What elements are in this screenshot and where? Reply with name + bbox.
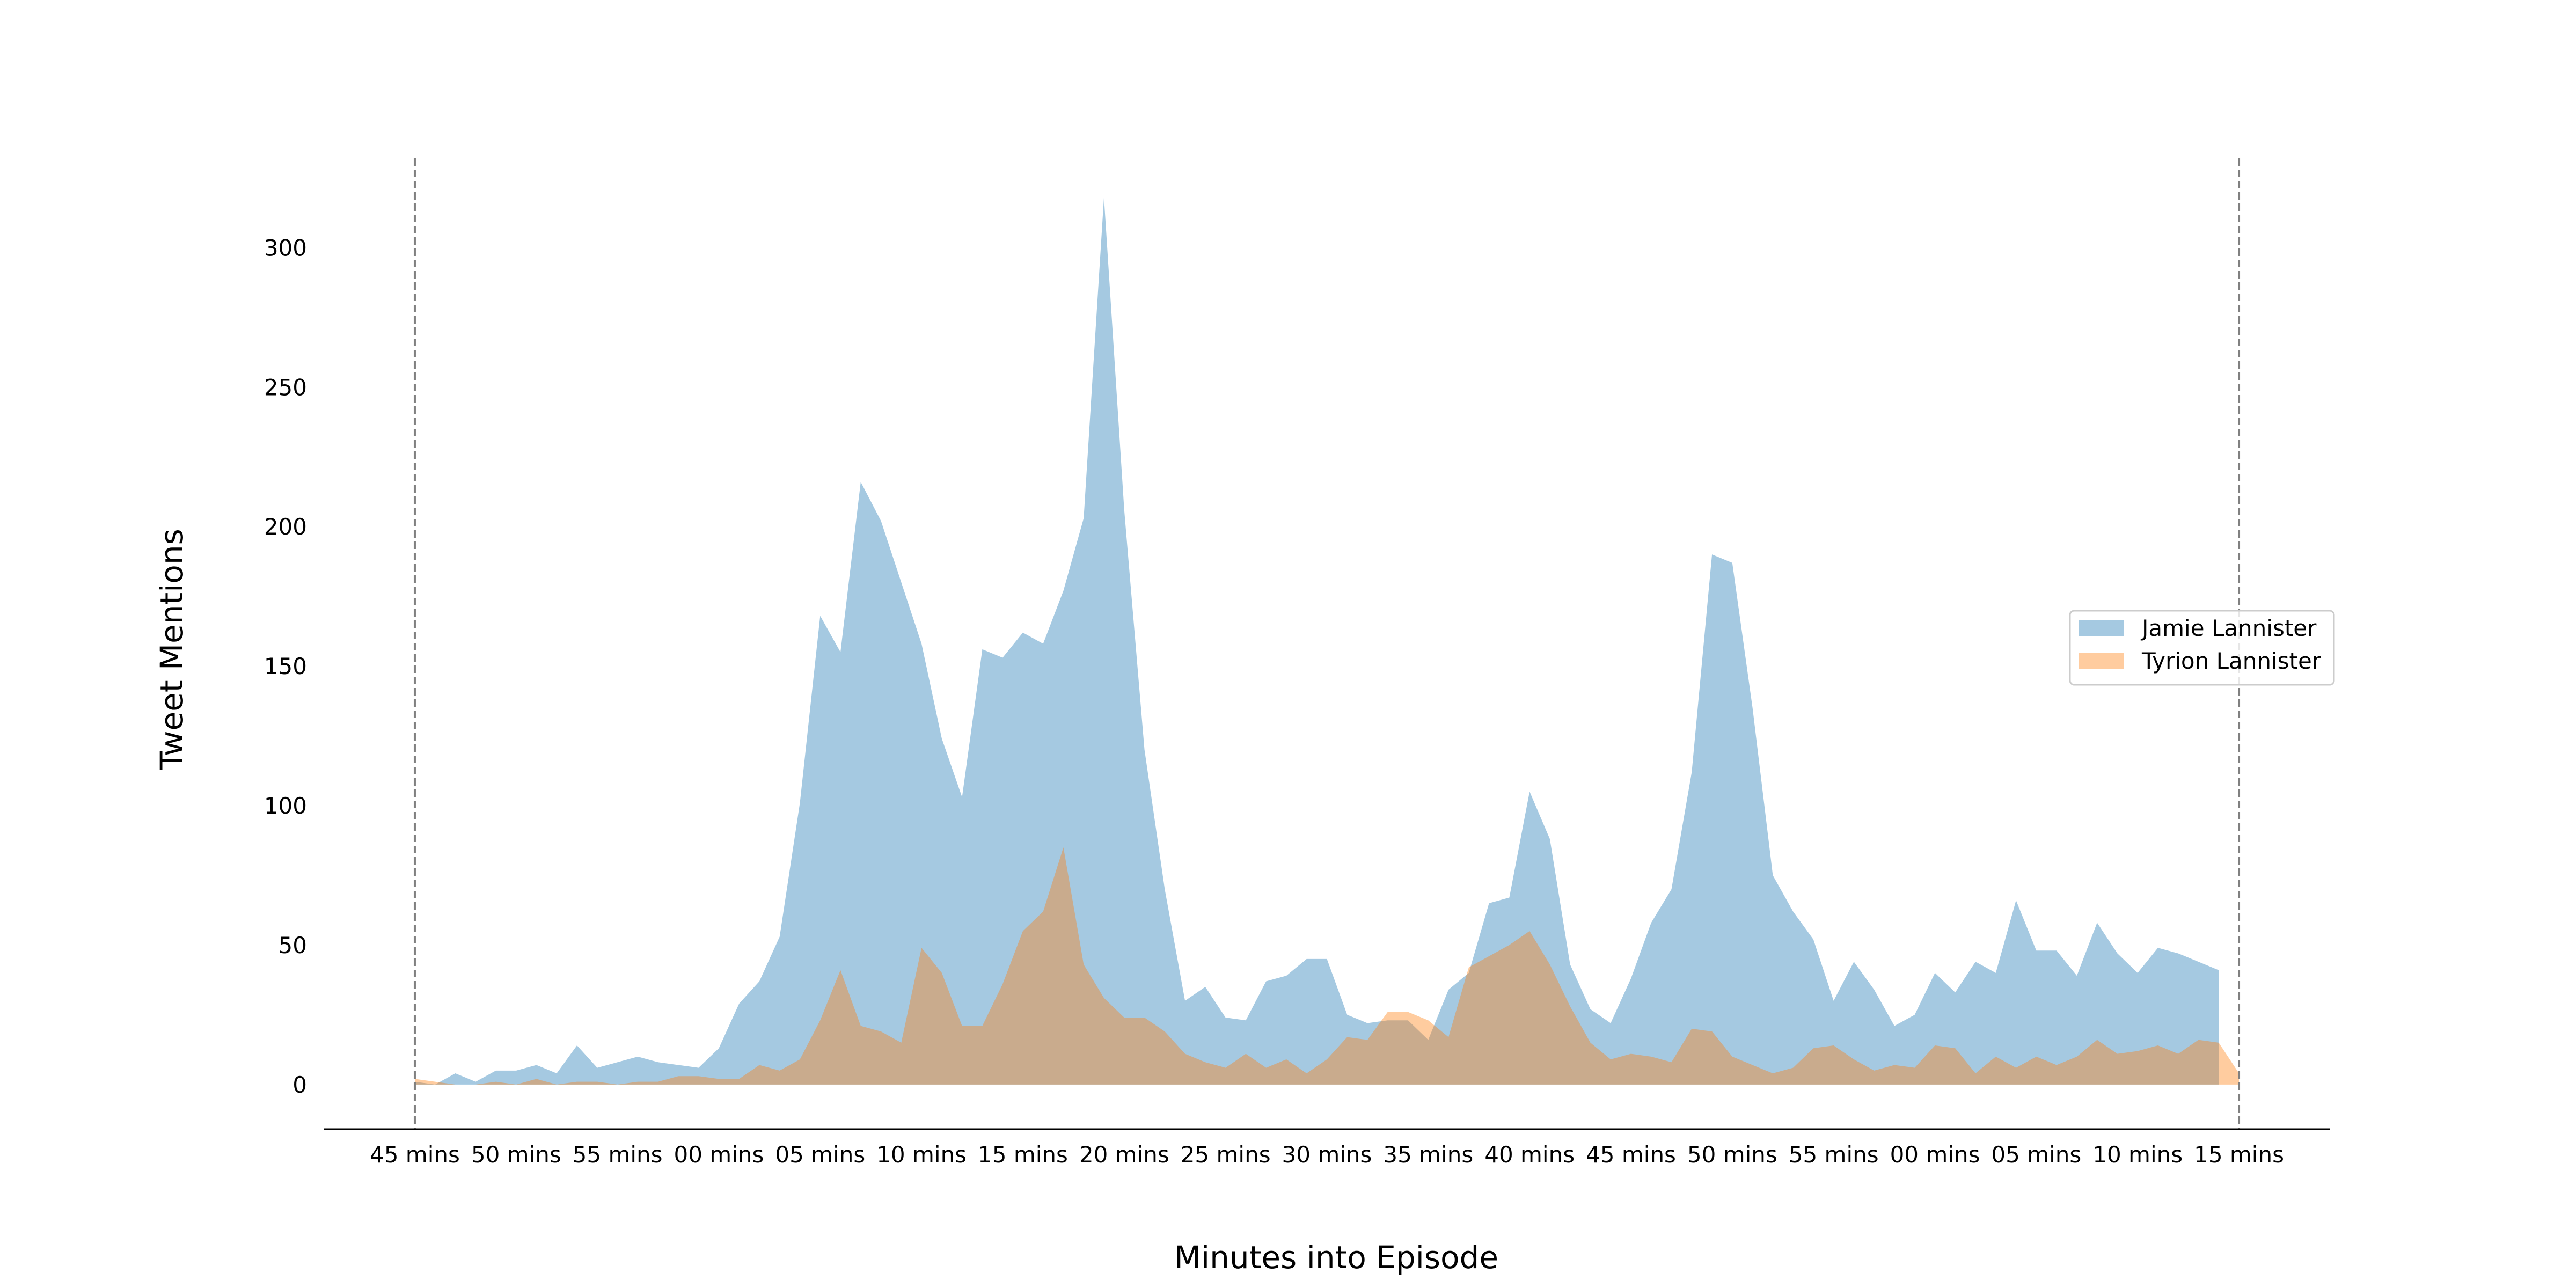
- y-tick-label: 200: [264, 514, 307, 540]
- x-tick-label: 50 mins: [471, 1141, 561, 1168]
- x-tick-label: 05 mins: [1991, 1141, 2081, 1168]
- y-tick-label: 250: [264, 374, 307, 400]
- x-tick-label: 30 mins: [1282, 1141, 1372, 1168]
- legend-label-tyrion-lannister: Tyrion Lannister: [2141, 648, 2322, 674]
- legend-swatch-tyrion-lannister: [2079, 653, 2124, 669]
- x-tick-label: 50 mins: [1687, 1141, 1777, 1168]
- y-tick-label: 300: [264, 235, 307, 261]
- x-tick-labels: 45 mins 50 mins 55 mins 00 mins 05 mins 10 mi…: [370, 1141, 2284, 1168]
- x-axis-title: Minutes into Episode: [1174, 1239, 1498, 1276]
- y-tick-label: 50: [279, 932, 307, 958]
- x-tick-label: 45 mins: [370, 1141, 460, 1168]
- x-tick-label: 00 mins: [1890, 1141, 1980, 1168]
- x-tick-label: 15 mins: [2194, 1141, 2284, 1168]
- y-tick-labels: 0 50 100 150 200 250 300: [264, 235, 307, 1097]
- legend: Jamie Lannister Tyrion Lannister: [2069, 610, 2335, 686]
- x-tick-label: 10 mins: [2092, 1141, 2183, 1168]
- y-tick-label: 150: [264, 653, 307, 679]
- x-tick-label: 55 mins: [1789, 1141, 1879, 1168]
- x-tick-label: 20 mins: [1079, 1141, 1169, 1168]
- y-axis-title: Tweet Mentions: [153, 529, 190, 771]
- x-tick-label: 10 mins: [876, 1141, 967, 1168]
- y-tick-label: 0: [292, 1072, 307, 1098]
- area-series-jamie-lannister: [414, 197, 2219, 1085]
- legend-swatch-jamie-lannister: [2079, 620, 2124, 636]
- y-tick-label: 100: [264, 793, 307, 819]
- x-tick-label: 55 mins: [573, 1141, 663, 1168]
- x-tick-label: 00 mins: [674, 1141, 764, 1168]
- legend-label-jamie-lannister: Jamie Lannister: [2140, 615, 2317, 641]
- areas-layer: [414, 197, 2240, 1085]
- x-tick-label: 40 mins: [1484, 1141, 1575, 1168]
- x-tick-label: 15 mins: [978, 1141, 1068, 1168]
- x-tick-label: 25 mins: [1181, 1141, 1271, 1168]
- legend-frame: [2069, 610, 2335, 686]
- x-tick-label: 45 mins: [1586, 1141, 1676, 1168]
- x-tick-label: 35 mins: [1383, 1141, 1473, 1168]
- x-tick-label: 05 mins: [775, 1141, 865, 1168]
